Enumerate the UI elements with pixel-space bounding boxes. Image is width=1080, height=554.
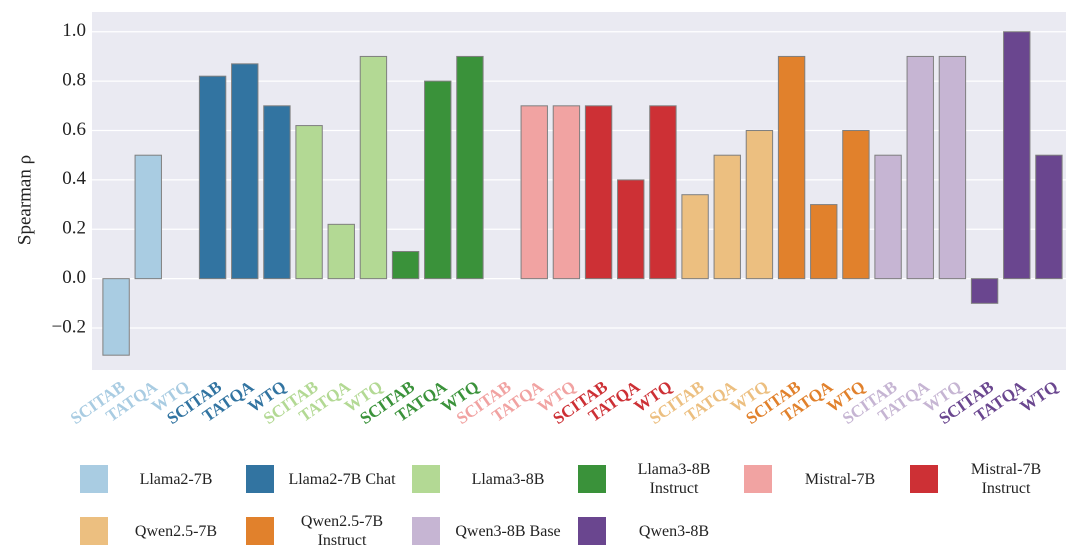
bar bbox=[713, 154, 741, 280]
bar bbox=[649, 105, 677, 280]
bar bbox=[745, 130, 774, 280]
bar bbox=[1035, 154, 1063, 280]
bar bbox=[327, 223, 355, 280]
legend-item: Llama3-8B Instruct bbox=[578, 458, 744, 500]
legend-label: Llama2-7B bbox=[139, 470, 213, 488]
legend-swatch bbox=[80, 517, 108, 545]
bar bbox=[681, 194, 709, 280]
legend-item: Qwen3-8B Base bbox=[412, 510, 578, 552]
legend-label: Mistral-7B Instruct bbox=[970, 461, 1042, 497]
y-tick-label: 0.0 bbox=[62, 267, 86, 288]
legend-label: Mistral-7B bbox=[804, 470, 876, 488]
y-tick-label: 0.2 bbox=[62, 218, 86, 239]
legend-item: Mistral-7B bbox=[744, 458, 910, 500]
bar bbox=[424, 80, 452, 280]
bar bbox=[198, 75, 227, 280]
legend-item: Llama2-7B Chat bbox=[246, 458, 412, 500]
legend-label: Qwen2.5-7B bbox=[134, 522, 218, 540]
bar bbox=[584, 105, 613, 280]
legend-swatch bbox=[910, 465, 938, 493]
chart: Spearman ρ −0.20.00.20.40.60.81.0SCITABT… bbox=[14, 12, 1066, 428]
legend-swatch bbox=[80, 465, 108, 493]
legend-label: Qwen2.5-7B Instruct bbox=[300, 513, 384, 549]
bar bbox=[263, 105, 291, 280]
bar bbox=[295, 125, 323, 280]
y-tick-label: 0.8 bbox=[62, 69, 86, 90]
y-tick-label: −0.2 bbox=[52, 316, 86, 337]
bar bbox=[1003, 31, 1031, 280]
bar bbox=[906, 55, 934, 280]
legend-item: Qwen2.5-7B Instruct bbox=[246, 510, 412, 552]
legend-item: Mistral-7B Instruct bbox=[910, 458, 1076, 500]
bar bbox=[456, 55, 484, 280]
legend: Llama2-7B Llama2-7B Chat Llama3-8B Llama3-8… bbox=[80, 458, 1080, 552]
legend-label: Llama3-8B Instruct bbox=[637, 461, 711, 497]
legend-item: Llama2-7B bbox=[80, 458, 246, 500]
legend-swatch bbox=[578, 517, 606, 545]
legend-swatch bbox=[246, 517, 274, 545]
bar bbox=[231, 63, 259, 280]
bar bbox=[970, 278, 999, 304]
bar bbox=[359, 55, 388, 280]
y-tick-label: 0.6 bbox=[62, 119, 86, 140]
legend-item: Qwen2.5-7B bbox=[80, 510, 246, 552]
bar bbox=[134, 154, 162, 280]
x-tick-label: WTQ bbox=[1017, 377, 1062, 416]
bar bbox=[391, 250, 420, 280]
y-tick-label: 1.0 bbox=[62, 20, 86, 41]
legend-label: Llama2-7B Chat bbox=[288, 470, 396, 488]
bar bbox=[777, 55, 806, 280]
bar bbox=[520, 105, 548, 280]
legend-swatch bbox=[412, 465, 440, 493]
legend-item: Llama3-8B bbox=[412, 458, 578, 500]
legend-label: Qwen3-8B bbox=[638, 522, 710, 540]
legend-label: Qwen3-8B Base bbox=[455, 522, 561, 540]
bar bbox=[810, 204, 838, 280]
legend-swatch bbox=[246, 465, 274, 493]
legend-swatch bbox=[744, 465, 772, 493]
bar bbox=[874, 154, 902, 280]
bar bbox=[617, 179, 645, 280]
legend-swatch bbox=[412, 517, 440, 545]
legend-swatch bbox=[578, 465, 606, 493]
y-axis-label: Spearman ρ bbox=[14, 155, 35, 245]
bar bbox=[552, 105, 581, 280]
bar bbox=[938, 55, 967, 280]
legend-item: Qwen3-8B bbox=[578, 510, 744, 552]
y-tick-label: 0.4 bbox=[62, 168, 86, 189]
bar bbox=[842, 130, 870, 280]
bar bbox=[102, 278, 130, 356]
legend-label: Llama3-8B bbox=[471, 470, 545, 488]
